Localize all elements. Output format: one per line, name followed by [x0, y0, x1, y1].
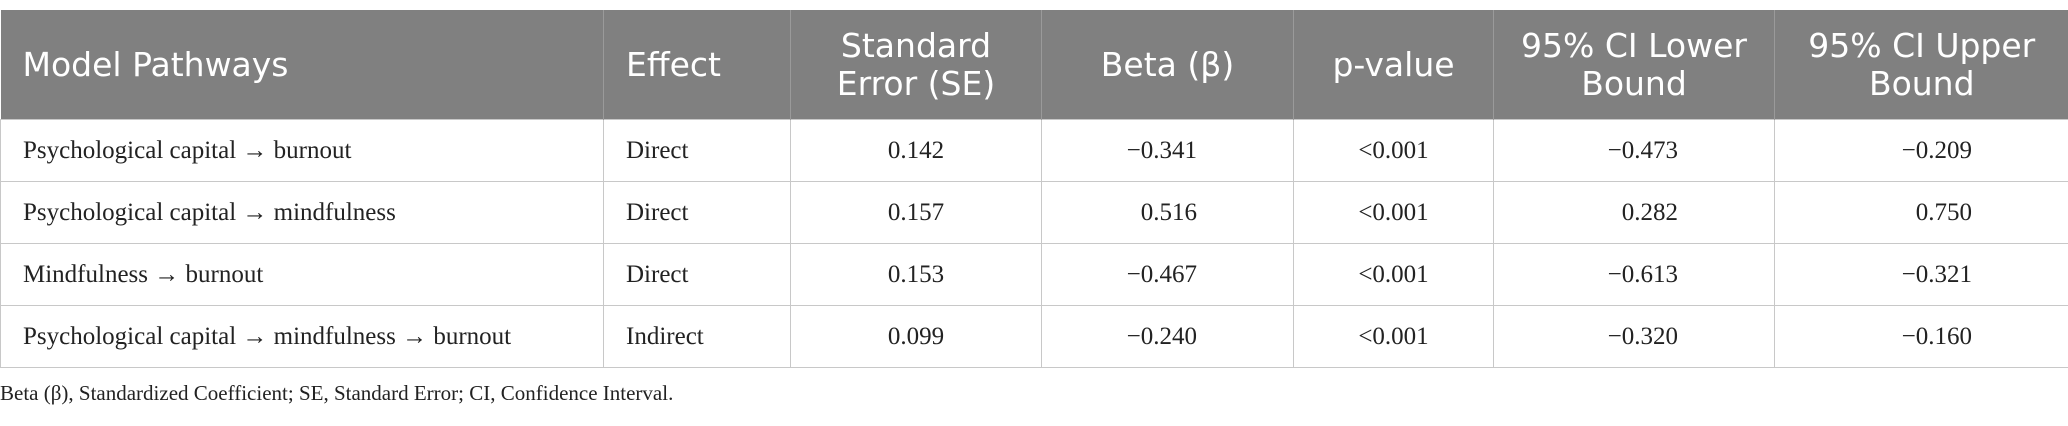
table-row: Psychological capital → mindfulness → bu…: [0, 305, 2068, 368]
table-cell: <0.001: [1293, 243, 1494, 306]
table-body: Psychological capital → burnout Direct 0.1…: [0, 119, 2068, 368]
table-row: Mindfulness → burnout Direct 0.153 −0.467 <0…: [0, 243, 2068, 306]
table-cell: Psychological capital → burnout: [0, 119, 604, 182]
table-cell: −0.160: [1774, 305, 2068, 368]
table-cell: Mindfulness → burnout: [0, 243, 604, 306]
table-cell: 0.153: [790, 243, 1042, 306]
table-cell: −0.320: [1493, 305, 1775, 368]
table-cell: −0.473: [1493, 119, 1775, 182]
table-cell: −0.467: [1041, 243, 1294, 306]
header-cell: 95% CI Lower Bound: [1493, 10, 1775, 120]
table-cell: 0.750: [1774, 181, 2068, 244]
header-cell: Beta (β): [1041, 10, 1294, 120]
header-cell: Standard Error (SE): [790, 10, 1042, 120]
table-cell: Direct: [603, 181, 791, 244]
table-cell: Direct: [603, 119, 791, 182]
header-cell: p-value: [1293, 10, 1494, 120]
table-cell: 0.282: [1493, 181, 1775, 244]
table-cell: Psychological capital → mindfulness: [0, 181, 604, 244]
table-cell: −0.321: [1774, 243, 2068, 306]
table-cell: −0.240: [1041, 305, 1294, 368]
table-cell: Indirect: [603, 305, 791, 368]
table-cell: 0.142: [790, 119, 1042, 182]
table-cell: <0.001: [1293, 181, 1494, 244]
table-cell: <0.001: [1293, 305, 1494, 368]
header-cell: Model Pathways: [0, 10, 604, 120]
table-cell: −0.613: [1493, 243, 1775, 306]
table-cell: −0.209: [1774, 119, 2068, 182]
table-row: Psychological capital → mindfulness Direc…: [0, 181, 2068, 244]
table-cell: −0.341: [1041, 119, 1294, 182]
header-row: Model Pathways Effect Standard Error (SE) B…: [0, 10, 2068, 120]
table-cell: <0.001: [1293, 119, 1494, 182]
table-cell: 0.099: [790, 305, 1042, 368]
footnote: Beta (β), Standardized Coefficient; SE, …: [0, 381, 674, 405]
table-cell: Psychological capital → mindfulness → bu…: [0, 305, 604, 368]
table-cell: Direct: [603, 243, 791, 306]
table-cell: 0.157: [790, 181, 1042, 244]
table-row: Psychological capital → burnout Direct 0.1…: [0, 119, 2068, 182]
results-table: Model Pathways Effect Standard Error (SE) B…: [0, 10, 2068, 368]
header-cell: 95% CI Upper Bound: [1774, 10, 2068, 120]
header-cell: Effect: [603, 10, 791, 120]
table-cell: 0.516: [1041, 181, 1294, 244]
